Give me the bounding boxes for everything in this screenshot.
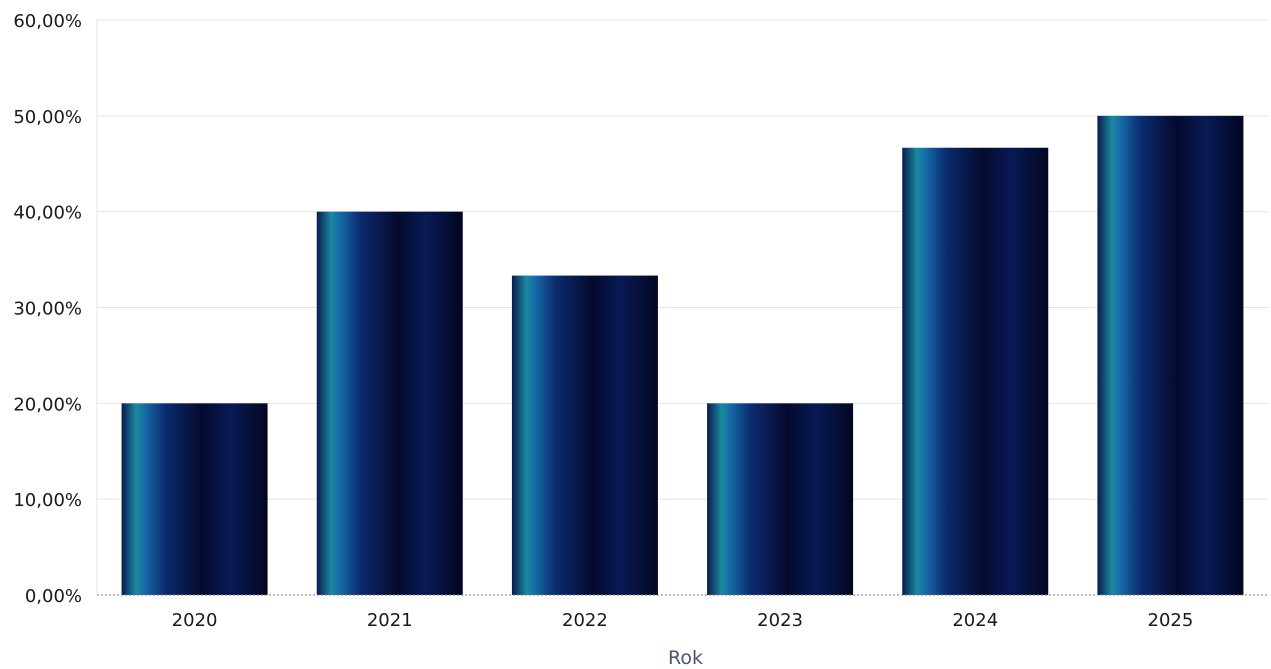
x-tick-label: 2021 xyxy=(367,610,413,631)
y-tick-label: 40,00% xyxy=(13,203,82,224)
x-axis-tick-labels: 2020 2021 2022 2023 2024 2025 xyxy=(172,610,1194,631)
x-tick-label: 2020 xyxy=(172,610,218,631)
y-axis-tick-labels: 0,00% 10,00% 20,00% 30,00% 40,00% 50,00% 60,00… xyxy=(13,11,82,607)
y-tick-label: 60,00% xyxy=(13,11,82,32)
bar-2023 xyxy=(707,403,854,595)
bar-2021 xyxy=(316,211,463,595)
bar-2024 xyxy=(902,147,1049,595)
y-tick-label: 30,00% xyxy=(13,299,82,320)
y-tick-label: 50,00% xyxy=(13,107,82,128)
x-tick-label: 2022 xyxy=(562,610,608,631)
x-tick-label: 2024 xyxy=(952,610,998,631)
bar-2025 xyxy=(1097,115,1244,595)
bar-2022 xyxy=(511,275,658,595)
y-tick-label: 10,00% xyxy=(13,490,82,511)
x-tick-label: 2023 xyxy=(757,610,803,631)
x-axis-title: Rok xyxy=(668,647,703,669)
y-tick-label: 0,00% xyxy=(25,586,82,607)
bar-2020 xyxy=(121,403,268,595)
x-tick-label: 2025 xyxy=(1148,610,1194,631)
y-tick-label: 20,00% xyxy=(13,394,82,415)
bars xyxy=(97,115,1268,596)
gridlines xyxy=(96,19,1268,595)
